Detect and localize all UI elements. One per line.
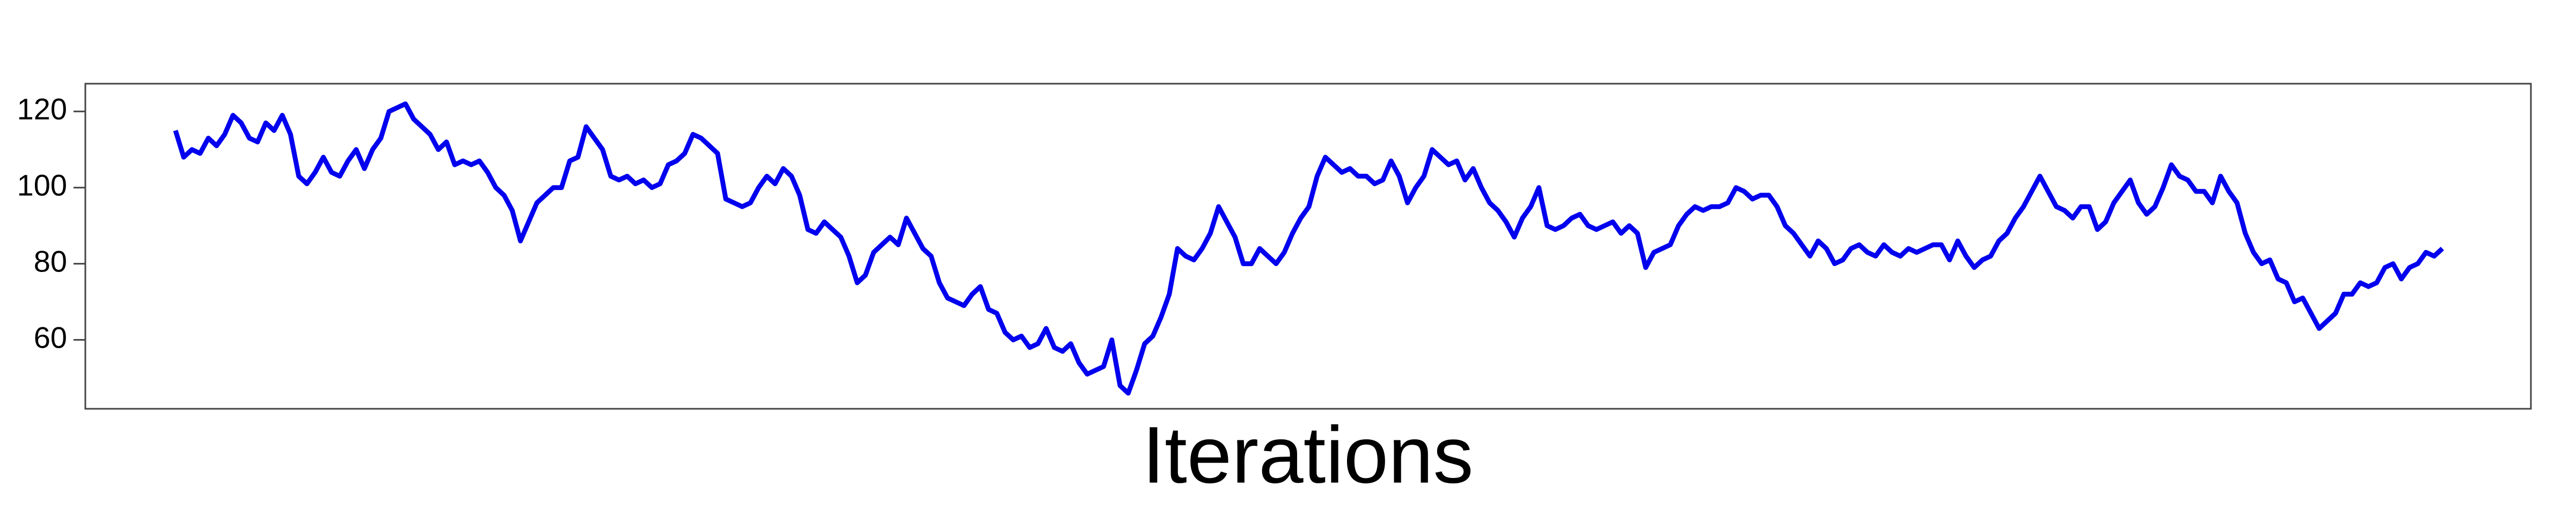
y-tick-label: 100 (17, 168, 67, 202)
trace-line (173, 101, 2445, 396)
plot-frame (84, 83, 2532, 410)
y-tick-label: 60 (34, 320, 67, 354)
y-tick-label: 80 (34, 244, 67, 278)
y-tick-label: 120 (17, 92, 67, 126)
x-axis-label: Iterations (1143, 410, 1474, 500)
